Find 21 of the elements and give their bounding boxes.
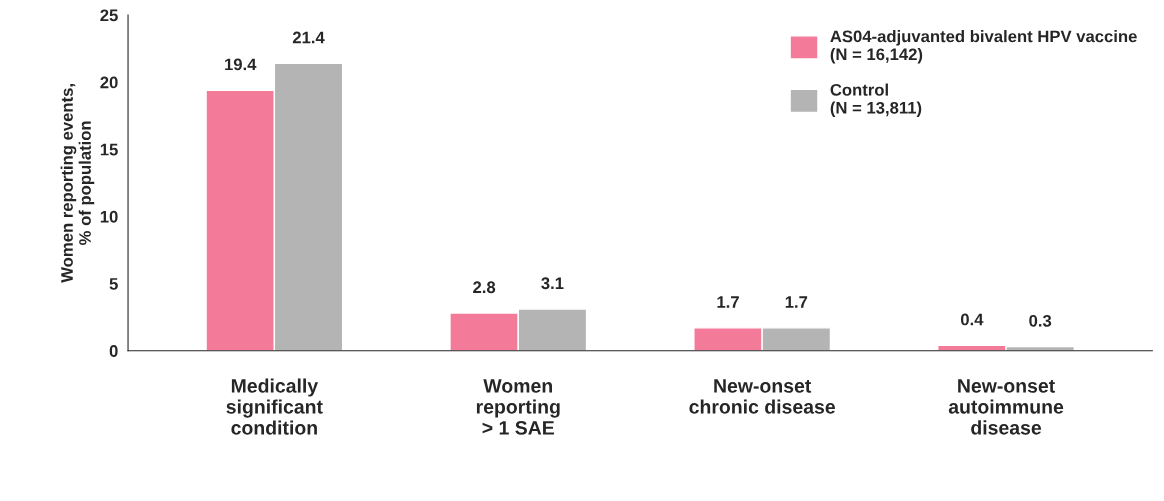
data-label: 0.3 <box>1029 314 1052 327</box>
legend-label: AS04-adjuvanted bivalent HPV vaccine (N = 16,142) <box>830 30 1137 64</box>
y-tick-label: 0 <box>109 345 118 357</box>
y-tick-label: 15 <box>100 143 118 156</box>
x-tick-label: Medically significant condition <box>226 378 323 435</box>
data-label: 1.7 <box>717 296 739 308</box>
data-label: 19.4 <box>225 58 257 71</box>
y-tick-label: 25 <box>100 9 118 22</box>
y-tick-label: 5 <box>109 278 118 290</box>
y-tick-label: 10 <box>100 210 118 223</box>
y-tick-label: 20 <box>100 76 118 89</box>
data-label: 21.4 <box>292 31 325 44</box>
data-label: 0.4 <box>960 313 984 326</box>
x-tick-label: New-onset chronic disease <box>689 379 835 414</box>
x-tick-label: Women reporting > 1 SAE <box>476 379 560 435</box>
y-axis-title: Women reporting events, % of population <box>60 84 95 283</box>
x-tick-label: New-onset autoimmune disease <box>948 379 1064 435</box>
data-label: 2.8 <box>473 281 496 294</box>
legend-label: Control (N = 13,811) <box>830 83 922 118</box>
data-label: 3.1 <box>541 277 564 290</box>
data-label: 1.7 <box>785 296 808 308</box>
